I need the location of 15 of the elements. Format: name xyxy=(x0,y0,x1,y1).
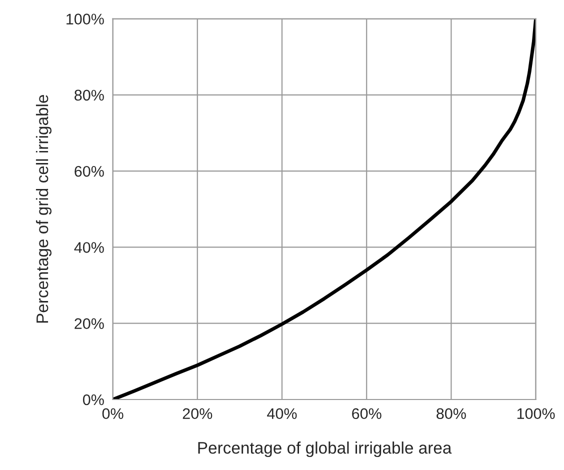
y-tick-label: 20% xyxy=(74,318,104,330)
y-tick-label: 80% xyxy=(74,90,104,101)
y-tick-label: 40% xyxy=(74,242,104,253)
x-tick-label: 60% xyxy=(352,408,382,420)
x-axis-title: Percentage of global irrigable area xyxy=(198,442,452,458)
y-tick-label: 60% xyxy=(74,166,104,177)
x-tick-label: 0% xyxy=(102,408,124,420)
x-tick-label: 40% xyxy=(267,408,297,420)
y-tick-label: 100% xyxy=(66,14,104,24)
x-tick-label: 80% xyxy=(436,408,466,420)
x-tick-label: 20% xyxy=(182,408,212,420)
x-tick-label: 100% xyxy=(517,408,555,420)
y-tick-label: 0% xyxy=(82,394,104,406)
line-series xyxy=(112,18,536,400)
y-axis-title: Percentage of grid cell irrigable xyxy=(36,95,52,323)
